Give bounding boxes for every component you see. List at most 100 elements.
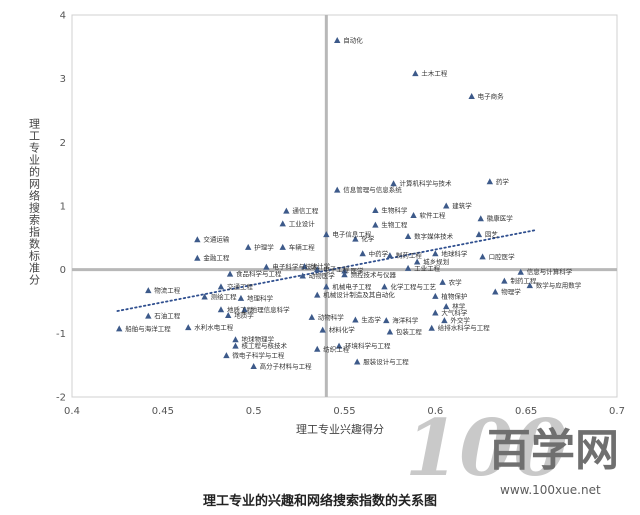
data-point-marker [468,92,475,99]
x-tick-label: 0.65 [515,406,537,417]
data-point-label: 数字媒体技术 [414,232,454,241]
data-point-marker [404,233,412,240]
data-point-label: 核工程与核技术 [242,341,288,350]
data-point-marker [319,326,326,333]
data-point-label: 工业设计 [289,219,316,228]
data-point-label: 交通运输 [203,235,230,244]
data-point-label: 石油工程 [154,311,181,320]
data-point-marker [194,236,201,243]
data-point-label: 地质学 [234,311,254,320]
data-point-label: 统计学 [311,261,331,270]
y-tick-label: -1 [56,329,66,340]
data-point-marker [334,186,341,193]
y-tick-label: 1 [60,202,66,213]
data-point-marker [432,292,439,299]
data-point-label: 徽康医学 [487,214,514,223]
data-point-marker [314,345,321,352]
data-point-label: 化学 [361,234,375,243]
data-point-marker [443,303,450,310]
data-point-marker [145,287,152,294]
data-point-marker [352,235,359,242]
data-point-label: 软件工程 [420,211,447,220]
data-point-label: 电子工程 [323,265,350,274]
data-point-label: 化学工程与工艺 [390,282,436,291]
data-point-label: 地球物理学 [242,335,275,344]
data-point-marker [301,262,308,269]
data-point-marker [314,266,321,273]
data-point-label: 生物工程 [381,220,408,229]
data-point-label: 建筑学 [452,201,472,210]
y-tick-label: 4 [60,11,66,22]
data-point-marker [308,313,315,320]
data-point-marker [372,221,379,228]
data-point-label: 地理科学 [247,293,274,302]
x-tick-label: 0.6 [427,406,443,417]
data-point-label: 生态学 [361,315,381,324]
data-point-label: 物流工程 [154,286,181,295]
data-point-marker [439,278,446,285]
data-point-label: 土木工程 [421,69,448,78]
data-point-marker [299,272,306,279]
data-point-label: 外交学 [450,316,470,325]
data-point-label: 园艺 [485,231,499,239]
trendline [116,229,537,312]
data-point-label: 中药学 [369,249,389,258]
data-point-marker [250,362,257,369]
data-point-label: 机械设计制造及其自动化 [323,290,395,299]
data-point-marker [410,212,417,219]
figure-caption: 理工专业的兴趣和网络搜索指数的关系图 [202,494,437,509]
data-point-marker [404,264,412,271]
x-tick-label: 0.7 [609,406,625,417]
data-point-marker [413,258,421,265]
data-point-marker [241,306,248,313]
data-point-marker [372,206,379,213]
data-point-label: 测绘工程 [211,292,238,301]
data-point-label: 船舶与海洋工程 [125,324,171,333]
data-point-marker [432,309,439,316]
y-tick-label: 0 [60,265,66,276]
y-tick-label: 3 [60,74,66,85]
data-point-marker [225,312,232,319]
data-point-label: 口腔医学 [489,252,515,261]
data-point-label: 大气科学 [441,308,468,317]
data-point-marker [359,250,366,257]
data-point-marker [245,243,252,250]
data-point-marker [381,283,388,290]
data-point-marker [386,328,394,335]
x-tick-label: 0.55 [333,406,355,417]
x-tick-label: 0.45 [152,406,174,417]
watermark-digits: 100 [405,403,568,494]
data-point-label: 高分子材料与工程 [260,361,313,370]
data-point-label: 农学 [449,277,463,286]
data-point-marker [217,306,225,313]
x-tick-label: 0.4 [64,406,80,417]
data-point-label: 机械电子工程 [332,282,372,291]
data-point-label: 计算机科学与技术 [400,179,453,188]
watermark-text: 百学网 [487,425,619,476]
data-point-marker [412,70,419,77]
data-point-label: 测控技术与仪器 [351,270,397,279]
data-point-label: 地质工程 [227,305,254,314]
data-point-marker [475,231,483,238]
data-point-marker [217,283,225,290]
data-point-marker [232,342,239,349]
data-point-label: 电子科学与技术 [272,262,318,271]
data-point-label: 食品科学与工程 [236,269,282,278]
data-point-label: 医学 [351,266,365,275]
data-point-label: 水利水电工程 [194,323,234,332]
data-point-marker [486,178,494,185]
data-point-marker [323,231,330,238]
data-point-marker [334,36,341,43]
data-point-marker [201,293,208,300]
trendline-layer [116,229,537,312]
data-point-label: 地球科学 [441,249,468,258]
data-point-marker [526,282,533,289]
data-point-marker [428,324,435,331]
data-point-label: 物理学 [501,287,521,296]
data-point-marker [492,288,499,295]
data-point-label: 电子商务 [478,91,505,100]
data-point-label: 环境科学与工程 [345,341,391,350]
data-point-marker [432,250,439,257]
data-point-label: 药学 [496,177,510,186]
